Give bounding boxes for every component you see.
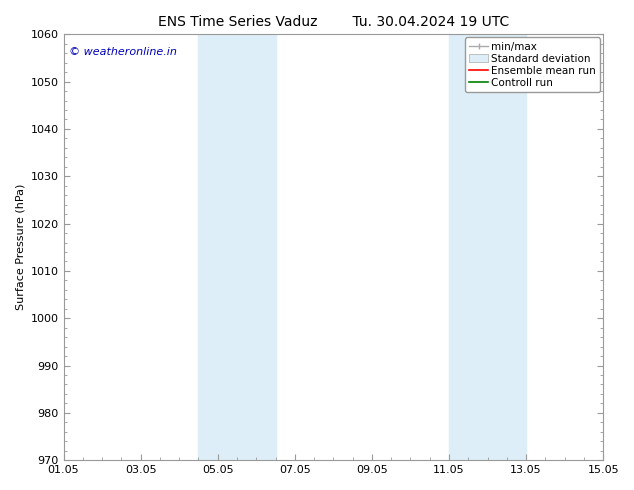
Bar [449,34,526,460]
Legend: min/max, Standard deviation, Ensemble mean run, Controll run: min/max, Standard deviation, Ensemble me… [465,37,600,92]
Text: © weatheronline.in: © weatheronline.in [69,47,177,57]
Title: ENS Time Series Vaduz        Tu. 30.04.2024 19 UTC: ENS Time Series Vaduz Tu. 30.04.2024 19 … [158,15,509,29]
Bar [198,34,276,460]
Y-axis label: Surface Pressure (hPa): Surface Pressure (hPa) [15,184,25,311]
